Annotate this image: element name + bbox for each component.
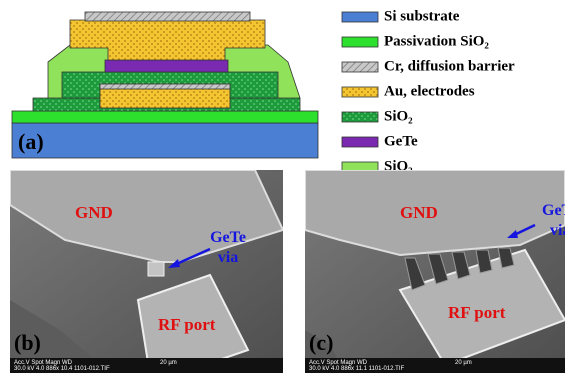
page: (a) Si substrate Passivation SiO₂ Cr, di… bbox=[0, 0, 565, 375]
legend-label: Cr, diffusion barrier bbox=[384, 58, 515, 74]
port-label: RF port bbox=[158, 315, 216, 334]
cross-section bbox=[12, 12, 318, 158]
legend-label: GeTe bbox=[384, 133, 418, 149]
legend-label: SiO₂ bbox=[384, 108, 413, 124]
figure: (a) Si substrate Passivation SiO₂ Cr, di… bbox=[0, 0, 565, 375]
si-substrate bbox=[12, 123, 318, 158]
gnd-label: GND bbox=[400, 203, 438, 222]
swatch bbox=[342, 112, 378, 122]
swatch bbox=[342, 37, 378, 47]
panel-label: (a) bbox=[18, 129, 44, 154]
cr-top bbox=[85, 12, 250, 21]
sem-info: 20 µm bbox=[160, 360, 177, 366]
via-label: GeTe bbox=[542, 202, 565, 219]
panel-label: (c) bbox=[309, 330, 333, 355]
legend-label: Au, electrodes bbox=[384, 83, 475, 99]
via-label: GeTe bbox=[210, 229, 246, 246]
legend bbox=[342, 12, 378, 172]
cr-layer bbox=[100, 84, 230, 89]
via bbox=[148, 262, 164, 276]
passivation bbox=[12, 111, 318, 123]
swatch bbox=[342, 62, 378, 72]
sem-info: 30.0 kV 4.0 886x 11.1 1101-012.TIF bbox=[309, 366, 405, 372]
port-label: RF port bbox=[448, 303, 506, 322]
legend-label: Passivation SiO₂ bbox=[384, 33, 489, 49]
sem-info: 20 µm bbox=[455, 360, 472, 366]
legend-label: Si substrate bbox=[384, 8, 460, 24]
sem-info: 30.0 kV 4.0 886x 10.4 1101-012.TIF bbox=[14, 366, 110, 372]
gnd-label: GND bbox=[75, 203, 113, 222]
swatch bbox=[342, 87, 378, 97]
sem-b bbox=[10, 170, 283, 375]
via-label: via bbox=[218, 249, 238, 266]
gete bbox=[105, 60, 228, 72]
swatch bbox=[342, 12, 378, 22]
panel-label: (b) bbox=[14, 330, 41, 355]
via-label: via bbox=[550, 222, 565, 239]
sem-c: GeTe via bbox=[305, 170, 565, 373]
swatch bbox=[342, 137, 378, 147]
